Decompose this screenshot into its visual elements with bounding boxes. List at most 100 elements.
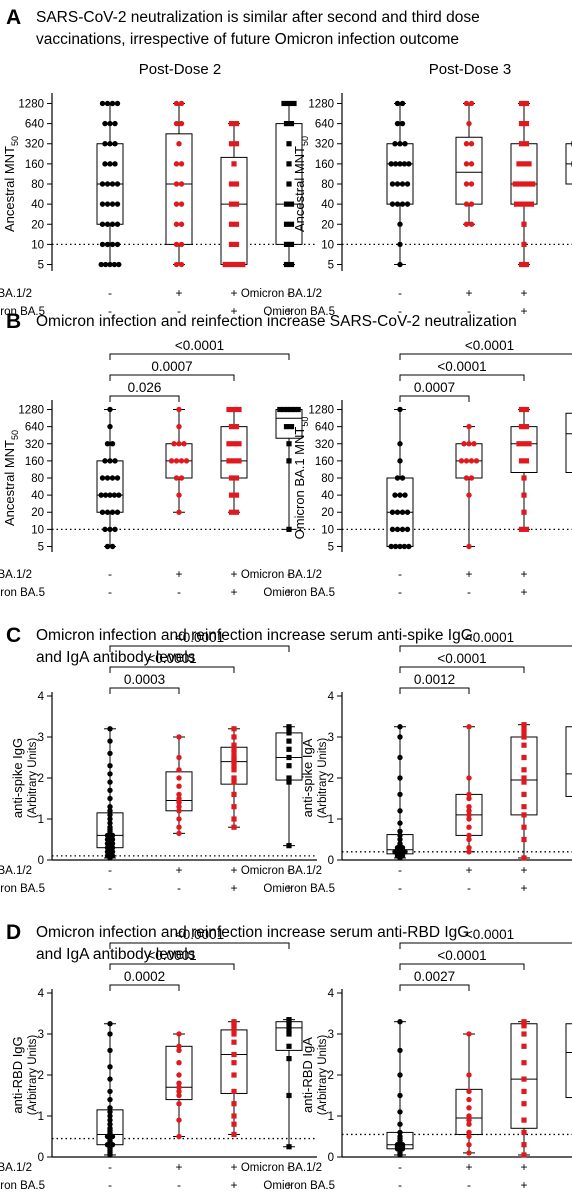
p-value-label: 0.0007 <box>151 359 192 374</box>
data-point <box>397 406 403 413</box>
data-point <box>521 726 527 732</box>
data-point <box>521 161 527 167</box>
data-point <box>521 812 527 818</box>
data-point <box>463 221 470 227</box>
row-label-ba5: Omicron BA.5 <box>263 306 335 318</box>
data-point <box>173 458 180 464</box>
data-point <box>176 734 182 740</box>
data-point <box>104 221 111 227</box>
data-point <box>231 779 237 785</box>
data-point <box>286 1056 292 1062</box>
data-point <box>107 726 113 732</box>
y-tick-label: 160 <box>315 456 334 468</box>
data-point <box>173 261 180 268</box>
data-point <box>466 1150 472 1156</box>
data-point <box>226 441 232 447</box>
data-point <box>521 734 527 740</box>
data-point <box>233 241 240 247</box>
row-sign-ba12: + <box>230 567 237 581</box>
bracket-line <box>109 963 235 970</box>
data-point <box>233 424 240 430</box>
row-label-ba5: Omicron BA.5 <box>263 883 335 895</box>
row-sign-ba12: - <box>398 863 402 877</box>
data-point <box>397 840 403 847</box>
data-point <box>228 509 235 515</box>
data-point <box>227 261 233 268</box>
group-3: ++ <box>220 726 248 895</box>
data-point <box>463 475 470 481</box>
y-tick-label: 0 <box>328 855 334 867</box>
row-label-ba12: Omicron BA.1/2 <box>0 288 32 300</box>
data-point <box>112 526 118 533</box>
data-point <box>402 492 408 498</box>
data-point <box>397 1133 403 1140</box>
data-point <box>109 181 116 187</box>
data-point <box>107 458 113 464</box>
data-point <box>394 181 401 187</box>
y-tick-label: 1 <box>38 814 44 826</box>
y-tick-label: 0 <box>38 855 44 867</box>
data-point <box>107 1047 113 1054</box>
data-point <box>176 754 182 761</box>
data-point <box>397 1019 403 1025</box>
data-point <box>112 458 118 464</box>
data-point <box>468 475 475 481</box>
y-axis-label: anti-spike IgA <box>300 738 315 817</box>
group-4: -+ <box>565 726 572 797</box>
data-point <box>176 767 182 773</box>
data-point <box>231 1027 237 1033</box>
panel-a: A SARS-CoV-2 neutralization is similar af… <box>0 6 572 318</box>
data-point <box>231 1039 237 1045</box>
row-sign-ba5: - <box>177 1178 181 1192</box>
data-point <box>231 763 237 769</box>
group-3: ++ <box>220 121 248 318</box>
data-point <box>173 161 180 167</box>
row-sign-ba12: - <box>398 286 402 300</box>
data-point <box>99 475 106 481</box>
box <box>455 136 483 205</box>
row-sign-ba5: + <box>230 1178 237 1192</box>
row-sign-ba5: - <box>177 881 181 895</box>
panel-b: B Omicron infection and reinfection incre… <box>0 310 572 599</box>
data-point <box>176 1043 182 1050</box>
y-axis-label-main: anti-spike IgA <box>300 738 315 817</box>
group-2: +- <box>165 406 193 599</box>
data-point <box>107 1096 113 1103</box>
data-point <box>286 181 292 187</box>
bracket-line <box>399 374 525 381</box>
y-axis-label: Ancestral MNT50 <box>2 136 20 232</box>
row-sign-ba12: - <box>287 286 291 300</box>
data-point <box>114 181 121 187</box>
data-point <box>107 812 113 818</box>
data-point <box>389 201 396 207</box>
data-point <box>466 1088 472 1095</box>
data-point <box>280 406 287 413</box>
data-point <box>286 763 292 769</box>
panel-c: C Omicron infection and reinfection incre… <box>0 624 572 895</box>
data-point <box>466 812 472 818</box>
data-point <box>523 100 530 107</box>
data-point <box>286 1023 292 1029</box>
data-point <box>222 261 228 268</box>
data-point <box>523 121 530 127</box>
data-point <box>286 1144 292 1150</box>
data-point <box>228 221 235 227</box>
data-point <box>521 1142 527 1148</box>
y-tick-label: 160 <box>25 456 44 468</box>
data-point <box>466 849 472 855</box>
row-label-ba12: Omicron BA.1/2 <box>0 865 32 877</box>
y-tick-label: 320 <box>315 139 334 151</box>
significance-bracket: <0.0001 <box>399 927 572 949</box>
y-tick-label: 5 <box>38 260 44 272</box>
data-point <box>231 750 237 756</box>
y-tick-label: 5 <box>38 541 44 553</box>
data-point <box>286 779 292 785</box>
data-point <box>102 526 108 533</box>
group-1: -- <box>96 726 124 895</box>
data-point <box>107 808 113 814</box>
data-point <box>466 1072 472 1078</box>
row-sign-ba12: - <box>108 567 112 581</box>
data-point <box>231 161 237 167</box>
group-3: ++ <box>510 406 538 599</box>
data-point <box>176 1088 182 1095</box>
